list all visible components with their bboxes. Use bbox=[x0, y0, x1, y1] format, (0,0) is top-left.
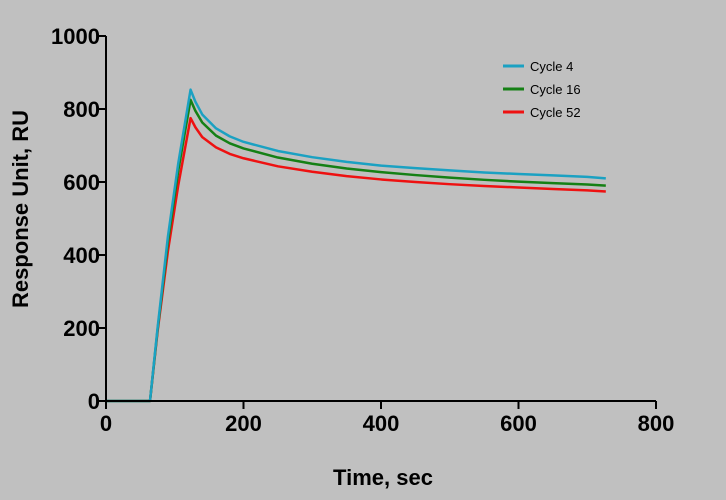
y-axis-title: Response Unit, RU bbox=[8, 110, 33, 308]
y-tick-label: 600 bbox=[63, 170, 100, 195]
y-tick-label: 800 bbox=[63, 97, 100, 122]
plot-lines bbox=[106, 88, 606, 403]
series-line-cycle-52 bbox=[106, 116, 606, 403]
series-line-cycle-4 bbox=[106, 88, 606, 403]
y-tick-label: 400 bbox=[63, 243, 100, 268]
legend-label-cycle-52: Cycle 52 bbox=[530, 105, 581, 120]
legend-label-cycle-4: Cycle 4 bbox=[530, 59, 573, 74]
x-axis-title: Time, sec bbox=[333, 465, 433, 490]
legend-label-cycle-16: Cycle 16 bbox=[530, 82, 581, 97]
x-tick-label: 600 bbox=[500, 411, 537, 436]
x-tick-label: 800 bbox=[638, 411, 675, 436]
y-tick-label: 0 bbox=[88, 389, 100, 414]
x-tick-label: 200 bbox=[225, 411, 262, 436]
x-tick-label: 0 bbox=[100, 411, 112, 436]
x-tick-label: 400 bbox=[363, 411, 400, 436]
y-tick-label: 200 bbox=[63, 316, 100, 341]
legend: Cycle 4 Cycle 16 Cycle 52 bbox=[503, 59, 581, 120]
tick-labels: 0 200 400 600 800 1000 0 200 400 600 800 bbox=[51, 24, 674, 436]
y-tick-label: 1000 bbox=[51, 24, 100, 49]
axes bbox=[98, 35, 657, 409]
